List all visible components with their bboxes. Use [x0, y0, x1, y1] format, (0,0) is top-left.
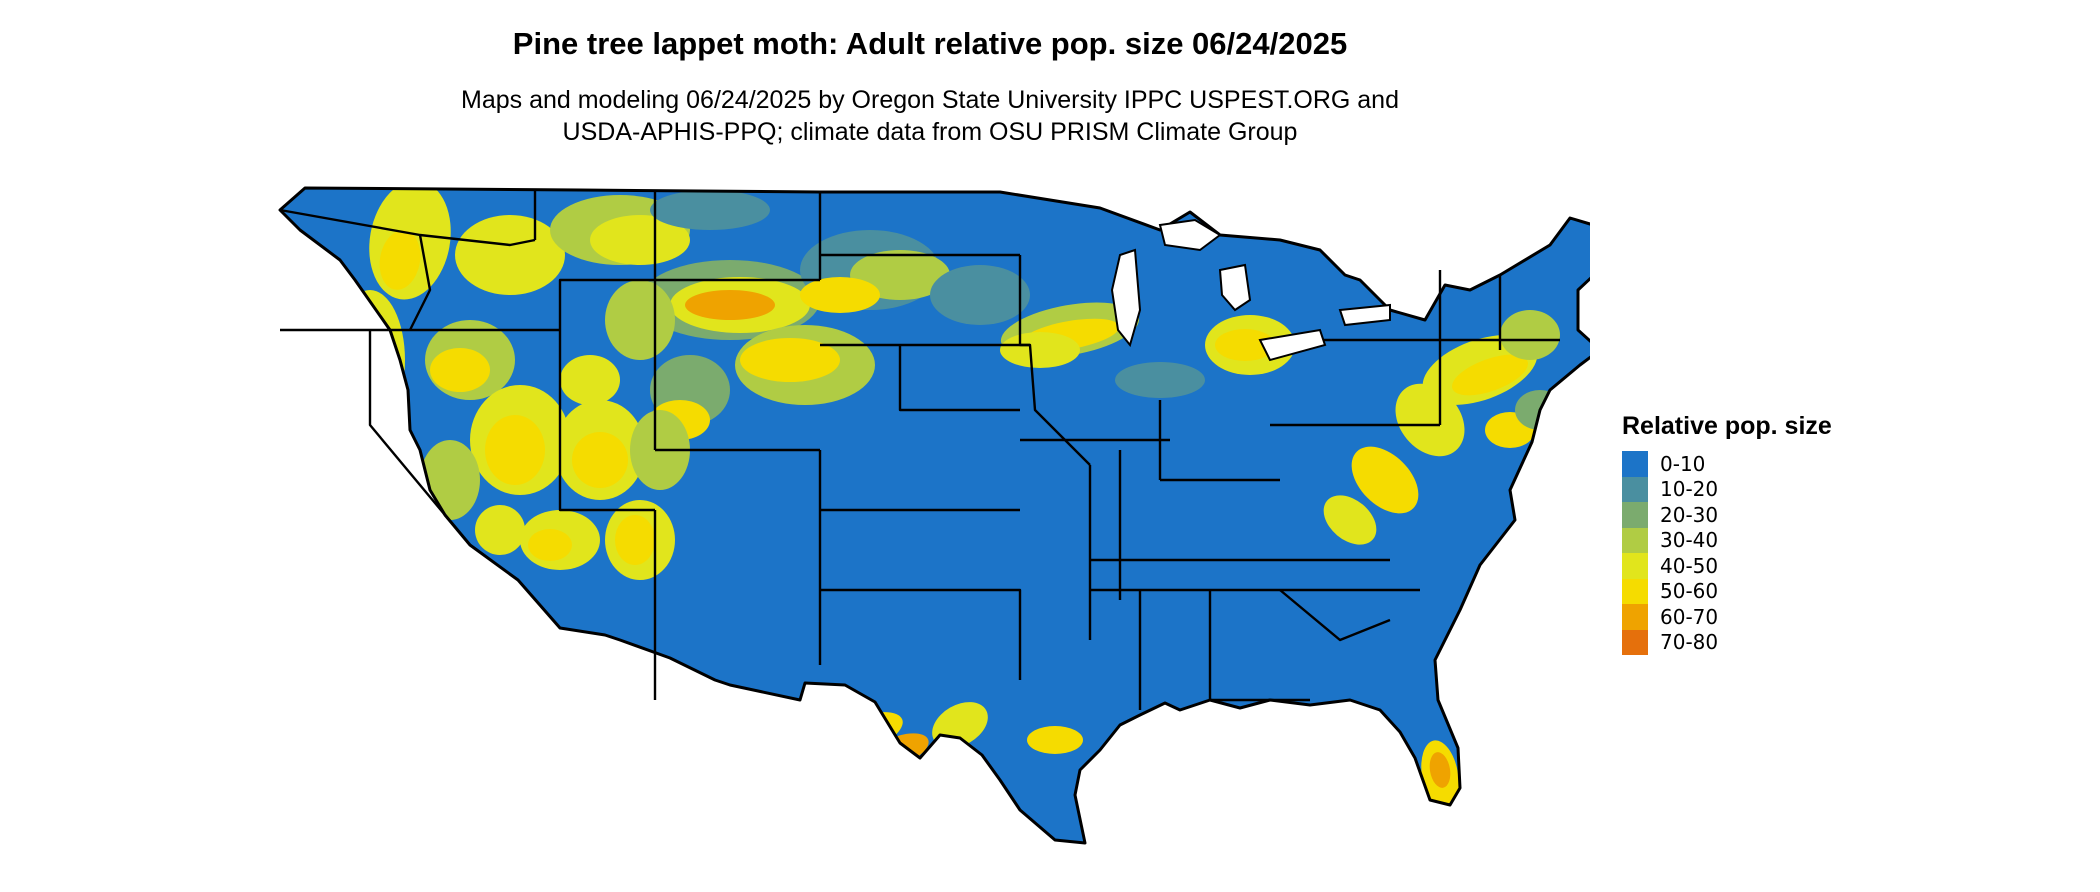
state-border [898, 345, 1020, 412]
population-patch [605, 280, 675, 360]
state-border [1018, 255, 1091, 466]
population-patch [430, 348, 490, 392]
population-patch [455, 215, 565, 295]
great-lake [1258, 328, 1327, 362]
population-patch [528, 529, 572, 561]
population-patch [615, 515, 655, 565]
state-border [408, 234, 432, 331]
legend-label: 30-40 [1660, 528, 1719, 553]
legend-swatch [1622, 604, 1648, 630]
legend-label: 20-30 [1660, 502, 1719, 527]
legend-item: 40-50 [1622, 553, 1832, 579]
population-patch [560, 355, 620, 405]
state-border [820, 588, 1022, 680]
state-border [558, 190, 657, 330]
map-subtitle: Maps and modeling 06/24/2025 by Oregon S… [0, 84, 1860, 148]
legend-swatch [1622, 451, 1648, 477]
legend-swatch [1622, 553, 1648, 579]
legend-label: 50-60 [1660, 579, 1719, 604]
legend-item: 20-30 [1622, 502, 1832, 528]
subtitle-line-2: USDA-APHIS-PPQ; climate data from OSU PR… [562, 118, 1298, 146]
us-population-map [278, 186, 1590, 845]
legend-swatch [1622, 629, 1648, 655]
population-patch [740, 338, 840, 382]
population-patch [1395, 383, 1465, 457]
legend-label: 10-20 [1660, 477, 1719, 502]
legend-swatch [1622, 502, 1648, 528]
state-border [558, 330, 655, 512]
population-patch [1429, 752, 1451, 788]
population-patch [930, 265, 1030, 325]
population-patch [1115, 362, 1205, 398]
legend-label: 0-10 [1660, 451, 1706, 476]
legend-swatch [1622, 476, 1648, 502]
population-patch [590, 215, 690, 265]
population-patch [1351, 446, 1419, 514]
legend-label: 60-70 [1660, 604, 1719, 629]
legend-item: 0-10 [1622, 451, 1832, 477]
legend-swatch [1622, 527, 1648, 553]
legend-title: Relative pop. size [1622, 412, 1832, 440]
legend-item: 10-20 [1622, 476, 1832, 502]
population-patch [1027, 726, 1083, 754]
legend-item: 70-80 [1622, 629, 1832, 655]
population-patch [685, 290, 775, 320]
legend-label: 70-80 [1660, 630, 1719, 655]
state-border [368, 330, 471, 546]
legend-item: 30-40 [1622, 527, 1832, 553]
great-lake [1158, 218, 1222, 252]
population-patch [1215, 329, 1275, 361]
legend-items: 0-10 10-20 20-30 30-40 40-50 50-60 60-70 70-80 [1622, 451, 1832, 655]
population-patch [345, 325, 385, 405]
state-border [1279, 589, 1391, 642]
legend-item: 60-70 [1622, 604, 1832, 630]
population-patch [379, 230, 421, 290]
national-border [278, 186, 1590, 845]
great-lake [1218, 263, 1252, 312]
population-patch [435, 605, 485, 635]
population-patch [485, 415, 545, 485]
population-patch [1500, 310, 1560, 360]
population-patch [572, 432, 628, 488]
great-lake [1110, 248, 1142, 348]
legend-label: 40-50 [1660, 553, 1719, 578]
legend: Relative pop. size 0-10 10-20 20-30 30-40 40… [1622, 412, 1832, 655]
population-patch [1323, 495, 1377, 545]
population-patch [1452, 354, 1528, 396]
great-lake [1338, 303, 1391, 327]
legend-item: 50-60 [1622, 578, 1832, 604]
population-patch [650, 190, 770, 230]
population-patch [1000, 332, 1080, 368]
legend-swatch [1622, 578, 1648, 604]
population-patch [475, 505, 525, 555]
population-patch [800, 277, 880, 313]
state-border [279, 208, 536, 247]
map-title: Pine tree lappet moth: Adult relative po… [512, 26, 1348, 61]
population-patch [460, 580, 520, 620]
subtitle-line-1: Maps and modeling 06/24/2025 by Oregon S… [461, 86, 1399, 114]
